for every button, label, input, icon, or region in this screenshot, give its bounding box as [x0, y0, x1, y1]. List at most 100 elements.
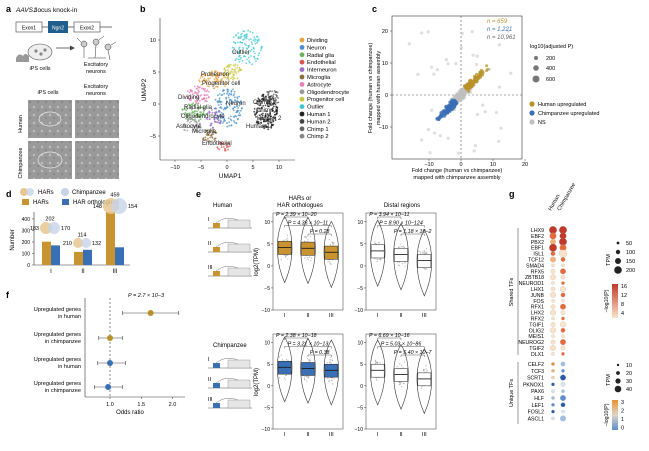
data-point — [398, 384, 400, 386]
umap-cell — [188, 104, 191, 107]
tf-dot-human — [551, 316, 555, 321]
data-point — [286, 239, 288, 241]
umap-cell — [252, 50, 255, 53]
legend-swatch — [299, 89, 305, 95]
umap-cell — [217, 104, 220, 106]
umap-cell — [256, 100, 259, 103]
umap-cell — [215, 131, 218, 134]
venn-mid-count: 202 — [45, 217, 54, 223]
tf-dot-chimp — [560, 339, 566, 346]
umap-cell — [269, 115, 272, 117]
data-point — [283, 239, 285, 241]
umap-cell — [213, 138, 216, 141]
tf-dot-chimp — [561, 409, 565, 414]
x-tick-label: II — [399, 432, 403, 438]
row-label: Upregulated genes — [34, 381, 81, 387]
cell-dot — [34, 49, 38, 53]
tpm-key-dot — [616, 241, 620, 245]
umap-cell — [230, 119, 233, 122]
umap-cell — [203, 89, 206, 91]
venn-chimp-circle — [81, 238, 91, 248]
data-point — [404, 262, 406, 264]
umap-cell — [193, 112, 196, 115]
umap-cell — [238, 69, 241, 72]
umap-cell — [276, 94, 278, 97]
umap-cell — [272, 95, 275, 98]
umap-cell — [268, 120, 270, 123]
ns-point — [426, 30, 430, 34]
umap-cell — [219, 101, 222, 104]
umap-cell — [184, 126, 186, 128]
data-point — [423, 267, 425, 270]
data-point — [333, 243, 335, 245]
umap-cell — [197, 94, 200, 96]
umap-cell — [236, 100, 239, 103]
umap-cell — [220, 80, 223, 82]
tf-label: SCRT1 — [527, 376, 544, 382]
data-point — [378, 258, 380, 260]
x-axis-label: UMAP1 — [219, 173, 242, 180]
umap-cell — [187, 117, 190, 120]
umap-cell — [198, 96, 200, 99]
umap-cell — [233, 93, 236, 96]
umap-cell — [203, 79, 206, 82]
umap-cell — [277, 101, 280, 104]
diagram-row-label: III — [208, 265, 213, 271]
box — [324, 245, 339, 260]
cell-dot — [39, 52, 43, 56]
umap-cell — [242, 30, 245, 33]
umap-cell — [258, 52, 261, 54]
data-point — [307, 239, 309, 241]
umap-cell — [256, 58, 259, 60]
data-point — [380, 259, 382, 261]
legend-swatch — [299, 111, 305, 117]
x-axis-label-2: mapped with chimpanzee assembly — [413, 175, 500, 181]
tf-label: ZBTB18 — [525, 275, 544, 281]
cluster-label: Astrocyte — [176, 124, 202, 130]
plot-frame — [272, 212, 344, 311]
ns-point — [446, 136, 450, 140]
ips-dish-icon — [27, 43, 53, 61]
data-point — [426, 369, 428, 372]
umap-cell — [233, 90, 236, 93]
box — [394, 248, 408, 262]
tf-dot-human — [551, 362, 555, 366]
human-up-point — [465, 83, 469, 87]
row-human: Human — [18, 115, 24, 133]
umap-cell — [223, 67, 226, 70]
umap-cell — [206, 129, 209, 132]
aavs1-gene: AAVS1 — [15, 7, 37, 14]
y-tick-label: −10 — [262, 427, 271, 433]
legend-swatch-hars — [22, 199, 29, 205]
p-value-label: P = 0.28 — [310, 229, 330, 235]
umap-cell — [225, 66, 228, 68]
umap-cell — [248, 60, 251, 62]
umap-cell — [233, 50, 236, 53]
y-tick-label: 0 — [267, 384, 270, 390]
umap-cell — [240, 33, 242, 36]
umap-cell — [194, 100, 197, 102]
y-tick-label: 300 — [22, 228, 31, 234]
tf-dot-chimp — [559, 249, 567, 258]
tf-label: PAX6 — [531, 389, 544, 395]
umap-cell — [197, 89, 200, 92]
umap-cell — [224, 148, 226, 150]
umap-cell — [274, 97, 277, 99]
plot-frame — [365, 212, 437, 311]
umap-cell — [215, 116, 218, 119]
umap-cell — [233, 120, 235, 122]
ns-point — [460, 31, 464, 36]
n-label: n = 659 — [487, 19, 508, 25]
p-value-label: P = 2.38 × 10−18 — [276, 333, 317, 339]
umap-cell — [187, 119, 190, 122]
umap-cell — [195, 125, 198, 128]
umap-cell — [264, 124, 267, 127]
umap-cell — [193, 92, 196, 94]
data-point — [329, 263, 331, 265]
data-point — [285, 374, 288, 376]
x-tick-label: 2.0 — [169, 402, 177, 408]
data-point — [399, 382, 401, 384]
umap-cell — [245, 62, 248, 65]
tf-label: ASCL1 — [528, 416, 545, 422]
tf-dot-chimp — [560, 327, 566, 333]
